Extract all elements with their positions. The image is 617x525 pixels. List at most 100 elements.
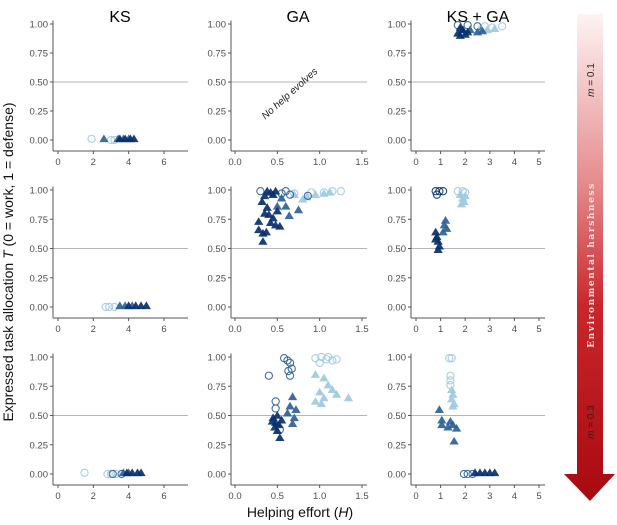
- m-bottom-var: m: [586, 430, 597, 438]
- y-tick-label: 0.50: [208, 411, 227, 422]
- y-tick-label: 0.25: [30, 273, 49, 284]
- data-point-triangle-dark: [271, 220, 281, 229]
- data-point-triangle-light: [447, 385, 457, 394]
- data-point-triangle-light: [490, 24, 500, 32]
- data-point-circle-dark: [438, 187, 448, 196]
- y-axis-title-rest: (0 = work, 1 = defense): [0, 102, 16, 250]
- data-point-triangle-dark: [260, 191, 270, 200]
- data-point-triangle-light: [310, 397, 321, 405]
- panel-r2-c3: 0.00 0.25 0.50 0.75 1.00 0 1 2 3 4 5: [388, 186, 545, 335]
- data-point-circle-mid: [108, 469, 117, 479]
- data-point-triangle-light: [315, 387, 325, 396]
- y-tick-label: 0.50: [388, 78, 407, 89]
- data-point-triangle-dark: [431, 234, 441, 243]
- y-tick-label: 1.00: [208, 20, 227, 31]
- data-point-triangle-light: [310, 370, 321, 378]
- data-point-circle-light: [497, 22, 507, 31]
- y-tick-label: 0.50: [388, 411, 407, 422]
- data-point-circle-light: [80, 468, 89, 477]
- column-title-ks: KS: [109, 9, 130, 26]
- arrow-label: Environmental harshness: [587, 182, 597, 348]
- panel-r1-c3: 0.00 0.25 0.50 0.75 1.00 0 1 2 3 4 5: [388, 20, 545, 168]
- data-point-circle-light: [323, 352, 333, 362]
- x-tick-label: 5: [536, 157, 541, 168]
- x-tick-label: 2: [463, 324, 468, 335]
- panel-r3-c3: 0.00 0.25 0.50 0.75 1.00 0 1 2 3 4 5: [388, 353, 545, 502]
- x-tick-label: 1: [438, 157, 443, 168]
- x-tick-label: 4: [126, 324, 131, 335]
- panels: 0.000.250.500.751.000 2 4 60.000.250.500.75…: [30, 20, 545, 502]
- data-point-triangle-dark: [265, 218, 276, 227]
- x-axis-title-close: ): [349, 504, 354, 520]
- data-point-triangle-mid: [272, 201, 282, 210]
- data-point-triangle-dark: [433, 245, 443, 253]
- data-point-circle-mid: [281, 187, 290, 196]
- x-tick-label: 2: [91, 157, 96, 168]
- y-tick-label: 0.50: [30, 78, 49, 89]
- x-tick-label: 6: [161, 157, 166, 168]
- data-point-triangle-light: [325, 187, 335, 196]
- y-tick-label: 1.00: [388, 186, 407, 197]
- data-point-triangle-light: [323, 380, 333, 389]
- data-point-circle-light: [105, 302, 114, 312]
- y-tick-label: 0.00: [30, 303, 49, 314]
- y-tick-label: 0.25: [388, 273, 407, 284]
- x-tick-label: 4: [126, 157, 131, 168]
- y-tick-label: 0.25: [388, 107, 407, 118]
- data-point-triangle-light: [319, 393, 329, 402]
- y-tick-label: 0.00: [30, 470, 49, 481]
- y-tick-label: 0.00: [388, 470, 407, 481]
- y-tick-label: 0.00: [208, 136, 227, 147]
- data-point-circle-mid: [271, 397, 280, 406]
- m-top-value: = 0.1: [586, 63, 597, 89]
- x-tick-label: 1: [438, 324, 443, 335]
- x-tick-label: 2: [463, 157, 468, 168]
- x-tick-label: 0.0: [228, 491, 241, 502]
- data-point-circle-mid: [459, 469, 469, 479]
- data-point-triangle-mid: [434, 405, 444, 413]
- column-title-ga: GA: [286, 9, 309, 26]
- data-point-circle-mid: [285, 371, 295, 380]
- data-point-triangle-dark: [455, 23, 465, 31]
- data-point-triangle-dark: [254, 217, 264, 225]
- x-tick-label: 0.0: [228, 157, 241, 168]
- data-point-triangle-light: [343, 393, 354, 402]
- x-tick-label: 4: [512, 157, 517, 168]
- data-point-triangle-dark: [258, 237, 268, 245]
- data-point-circle-light: [315, 358, 324, 367]
- data-point-triangle-dark: [136, 468, 146, 477]
- data-point-circle-mid: [264, 371, 274, 380]
- y-tick-label: 0.75: [208, 49, 227, 60]
- x-tick-label: 0.5: [271, 324, 284, 335]
- data-point-circle-light: [101, 302, 110, 312]
- y-tick-label: 0.00: [208, 303, 227, 314]
- data-point-triangle-mid: [451, 423, 462, 432]
- x-tick-label: 1.5: [355, 157, 368, 168]
- panel-r2-c1: 0.00 0.25 0.50 0.75 1.00 0 2 4 6: [30, 186, 188, 335]
- x-axis-title: Helping effort (H): [247, 504, 353, 520]
- y-tick-label: 0.00: [388, 136, 407, 147]
- data-point-triangle-light: [327, 385, 337, 394]
- data-point-triangle-dark: [431, 227, 441, 236]
- y-tick-label: 0.00: [208, 470, 227, 481]
- y-tick-label: 0.00: [30, 136, 49, 147]
- m-bottom-label: m = 0.3: [586, 405, 597, 439]
- data-point-circle-mid: [303, 191, 312, 200]
- x-tick-label: 0.5: [271, 157, 284, 168]
- y-tick-label: 0.25: [208, 440, 227, 451]
- no-help-annotation: No help evolves: [260, 66, 320, 122]
- data-point-triangle-mid: [285, 401, 295, 410]
- y-tick-label: 1.00: [388, 353, 407, 364]
- y-tick-label: 0.75: [30, 215, 49, 226]
- data-point-triangle-light: [448, 390, 458, 398]
- data-point-triangle-mid: [437, 415, 447, 424]
- m-top-label: m = 0.1: [586, 63, 597, 97]
- y-tick-label: 1.00: [30, 20, 49, 31]
- x-tick-label: 0: [55, 157, 60, 168]
- x-tick-label: 0.0: [228, 324, 241, 335]
- x-tick-label: 4: [512, 324, 517, 335]
- data-point-circle-mid: [283, 356, 292, 365]
- data-point-triangle-mid: [289, 413, 299, 422]
- y-tick-label: 0.25: [208, 107, 227, 118]
- data-point-triangle-mid: [291, 405, 301, 413]
